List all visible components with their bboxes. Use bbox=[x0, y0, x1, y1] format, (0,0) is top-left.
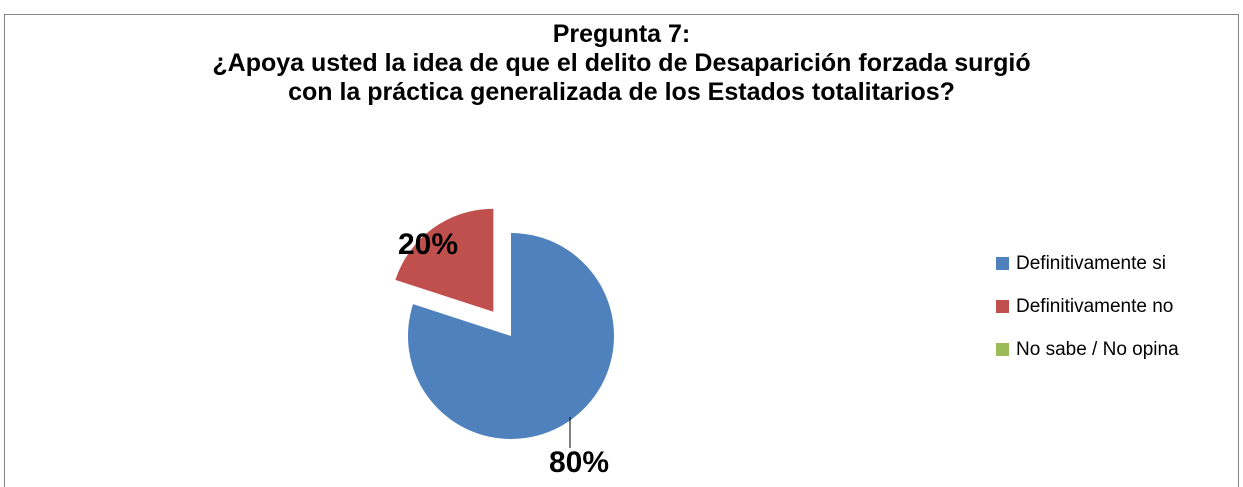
data-label-slice-2: 20% bbox=[398, 228, 458, 261]
chart-title: Pregunta 7: ¿Apoya usted la idea de que … bbox=[0, 20, 1243, 107]
legend-swatch-2 bbox=[996, 299, 1009, 313]
chart-frame bbox=[4, 14, 1239, 487]
legend: Definitivamente si Definitivamente no No… bbox=[996, 253, 1179, 382]
legend-item-2: Definitivamente no bbox=[996, 296, 1179, 317]
pie-slices bbox=[395, 208, 614, 439]
legend-item-3: No sabe / No opina bbox=[996, 339, 1179, 360]
legend-swatch-1 bbox=[996, 256, 1009, 270]
legend-label-3: No sabe / No opina bbox=[1016, 339, 1179, 360]
legend-label-2: Definitivamente no bbox=[1016, 296, 1174, 317]
chart-title-line-1: Pregunta 7: bbox=[552, 20, 691, 48]
data-label-slice-1: 80% bbox=[549, 446, 609, 479]
legend-label-1: Definitivamente si bbox=[1016, 253, 1166, 274]
pie-slice-2 bbox=[395, 208, 494, 312]
pie-slice-1 bbox=[407, 233, 614, 439]
chart-title-line-3: con la práctica generalizada de los Esta… bbox=[288, 78, 955, 106]
chart-title-line-2: ¿Apoya usted la idea de que el delito de… bbox=[212, 49, 1031, 77]
legend-swatch-3 bbox=[996, 342, 1009, 356]
legend-item-1: Definitivamente si bbox=[996, 253, 1179, 274]
